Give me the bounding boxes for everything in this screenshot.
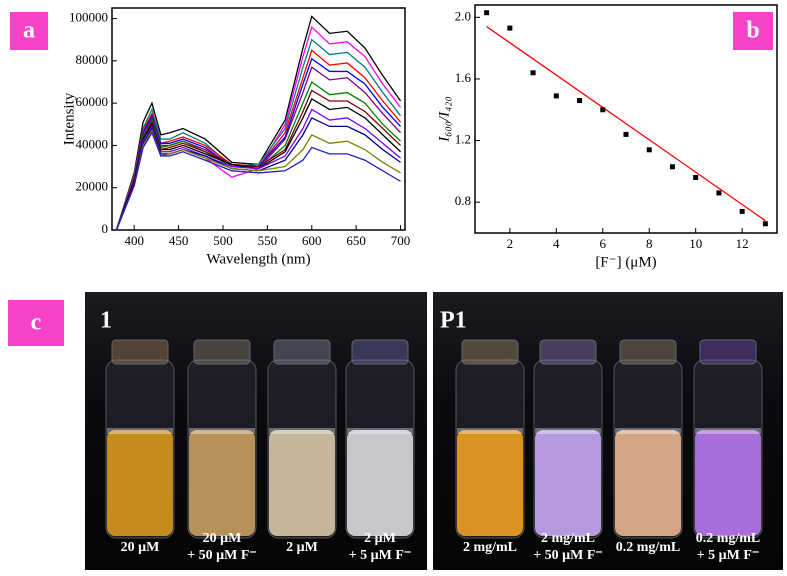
data-point [669,164,675,170]
vial-meniscus [615,428,681,434]
data-point [577,98,583,104]
x-tick-label: 600 [302,233,322,248]
caption: 20 μM [121,540,160,555]
panel-label: a [23,18,35,44]
vial-liquid [457,430,523,536]
caption: 0.2 mg/mL [696,531,761,546]
spectrum-line [115,38,402,231]
y-tick-label: 20000 [76,179,109,194]
y-tick-label: 1.6 [455,70,472,85]
data-point [693,175,699,181]
x-tick-label: 4 [553,236,560,251]
vial-liquid [615,430,681,536]
x-tick-label: 550 [258,233,278,248]
y-axis-label: Intensity [61,92,77,145]
x-tick-label: 8 [646,236,653,251]
vial-neck [461,339,519,365]
caption: + 50 μM F⁻ [533,548,603,563]
data-point [553,93,559,99]
spectrum-line [115,131,401,231]
x-axis-label: Wavelength (nm) [206,251,310,267]
spectrum-line [115,97,402,231]
photo-label: 1 [100,308,112,334]
caption: 2 μM [286,540,318,555]
caption: 20 μM [203,531,242,546]
panel-label: b [746,18,759,44]
data-point [623,131,629,137]
panel-label: c [31,310,42,336]
x-axis-label: [F⁻] (μM) [595,254,656,270]
vial-meniscus [189,428,255,434]
vial-neck [539,339,597,365]
data-point [600,107,606,113]
photo-label: P1 [440,308,467,334]
vial-meniscus [269,428,335,434]
x-tick-label: 500 [213,233,233,248]
vial-neck [193,339,251,365]
caption: + 50 μM F⁻ [187,548,257,563]
vial-meniscus [695,428,761,434]
x-tick-label: 400 [124,233,144,248]
vial-meniscus [347,428,413,434]
y-tick-label: 0.8 [455,193,471,208]
spectrum-line [115,80,402,231]
spectrum-line [115,108,401,231]
y-axis-label: I₆₀₀/I₄₂₀ [436,96,452,142]
x-tick-label: 12 [736,236,749,251]
vial-neck [351,339,409,365]
caption: 0.2 mg/mL [616,540,681,555]
y-tick-label: 80000 [76,52,109,67]
x-tick-label: 650 [346,233,366,248]
data-point [716,190,722,196]
y-tick-label: 2.0 [455,8,471,23]
y-tick-label: 0 [102,221,109,236]
panel-badge [733,12,773,50]
vial-neck [273,339,331,365]
data-point [484,10,490,16]
vial-liquid [535,430,601,536]
fit-line [486,26,766,222]
x-tick-label: 700 [391,233,411,248]
data-point [507,25,513,31]
x-tick-label: 6 [600,236,607,251]
caption: + 5 μM F⁻ [697,548,760,563]
caption: 2 mg/mL [541,531,595,546]
vial-meniscus [457,428,523,434]
y-tick-label: 60000 [76,94,109,109]
vial-liquid [269,430,335,536]
spectrum-line [115,15,402,231]
caption: + 5 μM F⁻ [349,548,412,563]
caption: 2 mg/mL [463,540,517,555]
plot-frame [111,7,406,231]
vial-neck [699,339,757,365]
spectrum-line [115,129,401,231]
panel-badge [10,12,48,50]
y-tick-label: 100000 [69,10,108,25]
panel-badge [8,300,64,346]
vial-liquid [347,430,413,536]
vial-liquid [695,430,761,536]
spectrum-line [115,89,402,231]
x-tick-label: 450 [169,233,189,248]
x-tick-label: 10 [689,236,702,251]
vial-neck [111,339,169,365]
vials: 20 μM 20 μM + 50 μM F⁻ 2 μM 2 μM + 5 μM F⁻ 2 m… [105,339,763,563]
plot-frame [474,4,778,234]
vial-meniscus [535,428,601,434]
vial-liquid [189,430,255,536]
data-point [739,208,745,214]
vial-neck [619,339,677,365]
vial-liquid [107,430,173,536]
data-point [762,221,768,227]
x-tick-label: 2 [507,236,514,251]
y-tick-label: 40000 [76,136,109,151]
caption: 2 μM [364,531,396,546]
data-point [646,147,652,153]
vial-meniscus [107,428,173,434]
data-point [530,70,536,76]
y-tick-label: 1.2 [455,132,471,147]
